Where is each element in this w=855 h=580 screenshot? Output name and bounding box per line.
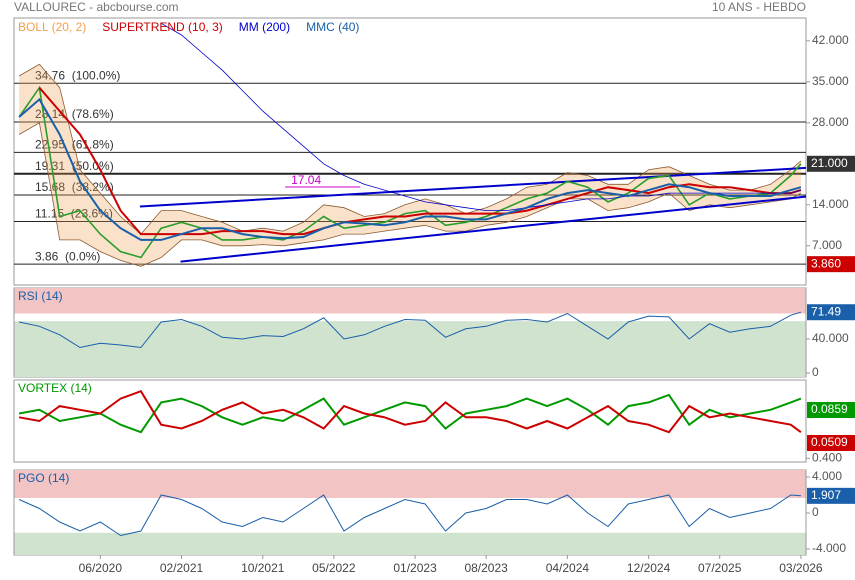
zone xyxy=(14,532,806,555)
trendline xyxy=(180,195,807,263)
trendline xyxy=(139,166,807,208)
last-price-label: 21.000 xyxy=(811,156,848,170)
x-tick-label: 06/2020 xyxy=(79,561,123,575)
x-tick-label: 07/2025 xyxy=(698,561,742,575)
fib-label: 28.14 (78.6%) xyxy=(35,107,114,121)
y-tick-label: 14.000 xyxy=(812,197,849,211)
y-tick-label: 35.000 xyxy=(812,74,849,88)
legend-entry: MMC (40) xyxy=(306,20,359,34)
zone xyxy=(14,470,806,498)
zone xyxy=(14,321,806,377)
y-tick-label: 0 xyxy=(812,365,819,379)
y-tick-label: 40.000 xyxy=(812,331,849,345)
low-label: 3.860 xyxy=(811,256,841,270)
indicator-label-box xyxy=(807,435,855,451)
x-tick-label: 12/2024 xyxy=(627,561,671,575)
series-line xyxy=(18,97,802,241)
y-tick-label: 28.000 xyxy=(812,115,849,129)
page-title: VALLOUREC - abcbourse.com xyxy=(14,0,179,14)
last-value-label: 1.907 xyxy=(811,488,841,502)
x-tick-label: 08/2023 xyxy=(464,561,508,575)
zone xyxy=(14,288,806,314)
y-tick-label: 7.000 xyxy=(812,238,842,252)
period: 10 ANS - HEBDO xyxy=(712,0,806,14)
x-tick-label: 01/2023 xyxy=(393,561,437,575)
panel-title: VORTEX (14) xyxy=(18,381,92,395)
series-line xyxy=(18,85,802,259)
y-tick-label: 0.400 xyxy=(812,450,842,464)
indicator-label-box xyxy=(807,402,855,418)
last-price-label-box xyxy=(807,155,855,172)
x-tick-label: 04/2024 xyxy=(546,561,590,575)
x-tick-label: 10/2021 xyxy=(241,561,285,575)
fib-label: 3.86 (0.0%) xyxy=(35,249,100,263)
low-label-box xyxy=(807,256,855,273)
y-tick-label: 4.000 xyxy=(812,469,842,483)
marker-label: 17.04 xyxy=(291,173,321,187)
indicator-label: 0.0509 xyxy=(811,435,848,449)
x-tick-label: 03/2026 xyxy=(779,561,823,575)
legend-entry: SUPERTREND (10, 3) xyxy=(102,20,222,34)
x-tick-label: 05/2022 xyxy=(312,561,356,575)
legend-entry: BOLL (20, 2) xyxy=(18,20,86,34)
series-line xyxy=(161,22,802,211)
fib-label: 34.76 (100.0%) xyxy=(35,68,120,82)
last-value-label-box xyxy=(807,304,855,321)
last-value-label-box xyxy=(807,487,855,504)
y-tick-label: 0 xyxy=(812,505,819,519)
y-tick-label: 42.000 xyxy=(812,33,849,47)
fib-label: 22.95 (61.8%) xyxy=(35,138,114,152)
indicator-label: 0.0859 xyxy=(811,402,848,416)
y-tick-label: -4.000 xyxy=(812,541,846,555)
panel-title: PGO (14) xyxy=(18,471,69,485)
series-line xyxy=(18,393,802,434)
series-line xyxy=(18,311,802,349)
bollinger-upper xyxy=(18,63,802,235)
panel-title: RSI (14) xyxy=(18,289,63,303)
vortex-panel xyxy=(13,379,807,463)
series-line xyxy=(18,389,802,434)
bollinger-band xyxy=(19,64,801,267)
legend-entry: MM (200) xyxy=(239,20,290,34)
last-value-label: 71.49 xyxy=(811,304,841,318)
x-tick-label: 02/2021 xyxy=(160,561,204,575)
bollinger-lower xyxy=(18,122,802,267)
series-line xyxy=(18,494,801,537)
